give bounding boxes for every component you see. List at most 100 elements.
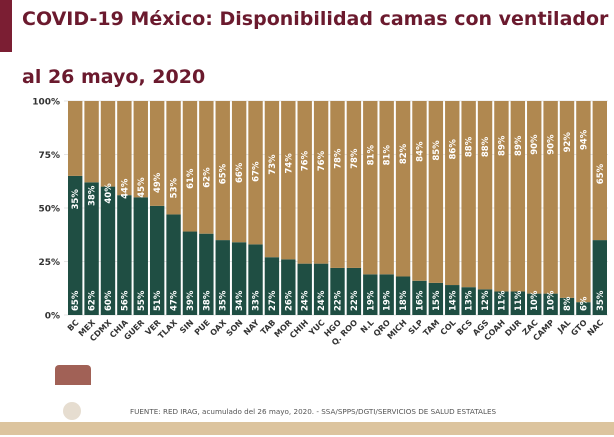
data-label-available: 85% <box>432 140 442 161</box>
bar-available <box>149 101 165 206</box>
data-label-occupied: 22% <box>350 290 360 311</box>
bar-occupied <box>313 263 329 315</box>
data-label-available: 82% <box>399 143 409 164</box>
bar-available <box>576 101 591 303</box>
data-label-available: 44% <box>120 178 130 199</box>
bar-occupied <box>428 282 444 315</box>
bar-available <box>379 101 394 275</box>
data-label-available: 67% <box>252 161 262 182</box>
bar-available <box>330 101 345 268</box>
bar-available <box>166 101 181 215</box>
data-label-available: 84% <box>415 141 425 162</box>
data-label-available: 78% <box>350 148 360 169</box>
data-label-available: 76% <box>317 150 327 171</box>
data-label-occupied: 19% <box>366 290 376 311</box>
x-tick-label: NAY <box>242 318 261 337</box>
bar-available <box>297 101 312 264</box>
x-tick-label: COL <box>439 318 458 337</box>
data-label-occupied: 51% <box>153 290 163 311</box>
data-label-available: 74% <box>284 153 294 174</box>
data-label-occupied: 24% <box>301 290 311 311</box>
y-tick-label: 100% <box>32 98 60 108</box>
data-label-occupied: 15% <box>432 290 442 311</box>
data-label-available: 88% <box>465 136 475 157</box>
bar-available <box>133 101 148 198</box>
data-label-occupied: 47% <box>170 290 180 311</box>
bar-occupied <box>100 186 116 315</box>
data-label-available: 73% <box>268 154 278 175</box>
bar-occupied <box>592 240 607 315</box>
data-label-occupied: 62% <box>88 290 98 311</box>
data-label-occupied: 60% <box>104 290 114 311</box>
bar-occupied <box>281 259 296 315</box>
data-label-occupied: 56% <box>120 290 130 311</box>
bar-available <box>527 101 542 294</box>
bar-available <box>477 101 493 290</box>
data-label-occupied: 38% <box>202 290 212 311</box>
bar-occupied <box>330 267 345 315</box>
y-tick-label: 0% <box>45 312 60 322</box>
bar-occupied <box>149 205 165 315</box>
footer-band <box>0 422 614 435</box>
data-label-occupied: 18% <box>399 290 409 311</box>
bar-occupied <box>527 293 542 315</box>
data-label-occupied: 13% <box>465 290 475 311</box>
bar-occupied <box>248 244 263 315</box>
bar-available <box>199 101 214 234</box>
data-label-occupied: 16% <box>415 290 425 311</box>
x-tick-label: YUC <box>307 318 327 338</box>
data-label-available: 62% <box>202 167 212 188</box>
bar-occupied <box>182 231 198 315</box>
bar-available <box>231 101 247 243</box>
bar-available <box>100 101 116 187</box>
bar-occupied <box>231 242 247 315</box>
bar-available <box>346 101 362 268</box>
data-label-occupied: 19% <box>383 290 393 311</box>
data-label-occupied: 11% <box>514 290 524 311</box>
bar-available <box>248 101 263 245</box>
bar-available <box>559 101 575 298</box>
x-tick-label: DUR <box>503 318 523 338</box>
data-label-available: 66% <box>235 162 245 183</box>
x-tick-label: SON <box>225 318 245 338</box>
data-label-available: 86% <box>448 139 458 160</box>
bar-occupied <box>494 291 509 315</box>
data-label-available: 38% <box>88 185 98 206</box>
bar-available <box>445 101 460 286</box>
data-label-available: 76% <box>301 150 311 171</box>
bar-available <box>215 101 230 241</box>
data-label-occupied: 12% <box>481 290 491 311</box>
bar-available <box>412 101 427 281</box>
data-label-available: 45% <box>137 177 147 198</box>
x-tick-label: TLAX <box>156 317 179 340</box>
data-label-available: 61% <box>186 168 196 189</box>
data-label-occupied: 27% <box>268 290 278 311</box>
data-label-available: 53% <box>170 177 180 198</box>
bar-occupied <box>395 276 411 315</box>
data-label-occupied: 11% <box>497 290 507 311</box>
data-label-occupied: 8% <box>563 296 573 311</box>
bar-occupied <box>445 285 460 315</box>
x-tick-label: SIN <box>178 318 195 335</box>
x-tick-label: GTO <box>569 318 589 338</box>
x-tick-label: TAM <box>421 318 441 338</box>
bar-occupied <box>379 274 394 315</box>
data-label-available: 90% <box>547 134 557 155</box>
data-label-available: 89% <box>497 135 507 156</box>
bar-occupied <box>363 274 378 315</box>
data-label-occupied: 55% <box>137 290 147 311</box>
data-label-available: 88% <box>481 136 491 157</box>
bar-occupied <box>199 233 214 315</box>
bar-available <box>428 101 444 283</box>
data-label-available: 81% <box>383 145 393 166</box>
y-tick-label: 75% <box>38 151 60 161</box>
y-tick-label: 25% <box>38 258 60 268</box>
data-label-available: 49% <box>153 172 163 193</box>
y-tick-label: 50% <box>38 205 60 215</box>
x-tick-label: OAX <box>208 317 228 337</box>
data-label-occupied: 26% <box>284 290 294 311</box>
data-label-occupied: 24% <box>317 290 327 311</box>
data-label-available: 78% <box>334 148 344 169</box>
bar-occupied <box>346 267 362 315</box>
data-label-occupied: 22% <box>334 290 344 311</box>
